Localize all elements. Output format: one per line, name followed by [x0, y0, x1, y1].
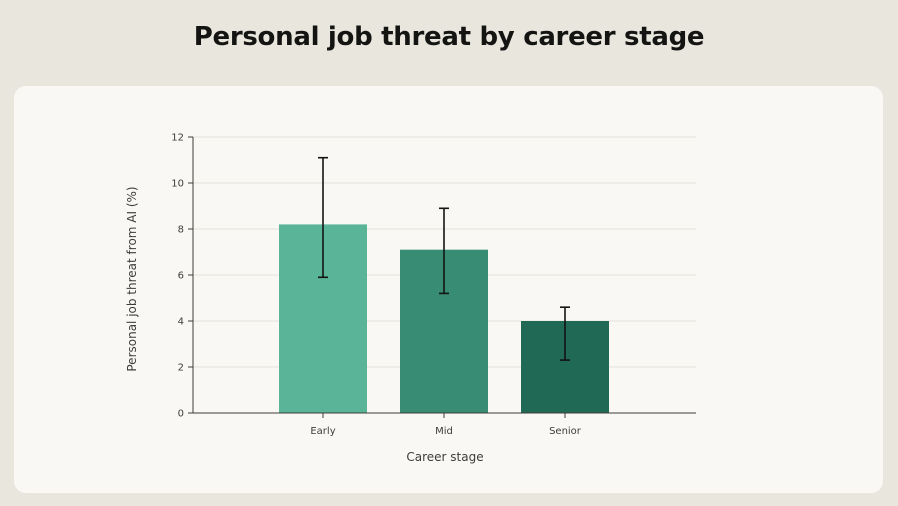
y-tick-label: 12	[171, 133, 184, 144]
bar-chart: 0 2 4 6 8 10 12 Early Mid Senior Career stage Pe…	[125, 133, 696, 464]
x-axis-ticks: Early Mid Senior	[310, 413, 582, 437]
y-tick-label: 10	[171, 179, 184, 190]
error-bar-early	[318, 156, 328, 279]
x-tick-label-early: Early	[310, 426, 335, 437]
page-title: Personal job threat by career stage	[193, 22, 705, 52]
error-bar-mid	[439, 207, 449, 295]
error-bar-senior	[560, 306, 570, 361]
y-tick-label: 0	[178, 409, 184, 420]
y-axis-ticks: 0 2 4 6 8 10 12	[171, 133, 193, 420]
x-axis-title: Career stage	[406, 450, 483, 464]
y-tick-label: 6	[178, 271, 184, 282]
x-tick-label-senior: Senior	[549, 426, 582, 437]
y-tick-label: 2	[178, 363, 184, 374]
y-axis-title: Personal job threat from AI (%)	[125, 186, 139, 371]
error-bars	[318, 156, 570, 361]
chart-card: 0 2 4 6 8 10 12 Early Mid Senior Career stage Pe…	[14, 86, 883, 493]
x-tick-label-mid: Mid	[435, 426, 453, 437]
y-tick-label: 4	[178, 317, 184, 328]
y-tick-label: 8	[178, 225, 184, 236]
